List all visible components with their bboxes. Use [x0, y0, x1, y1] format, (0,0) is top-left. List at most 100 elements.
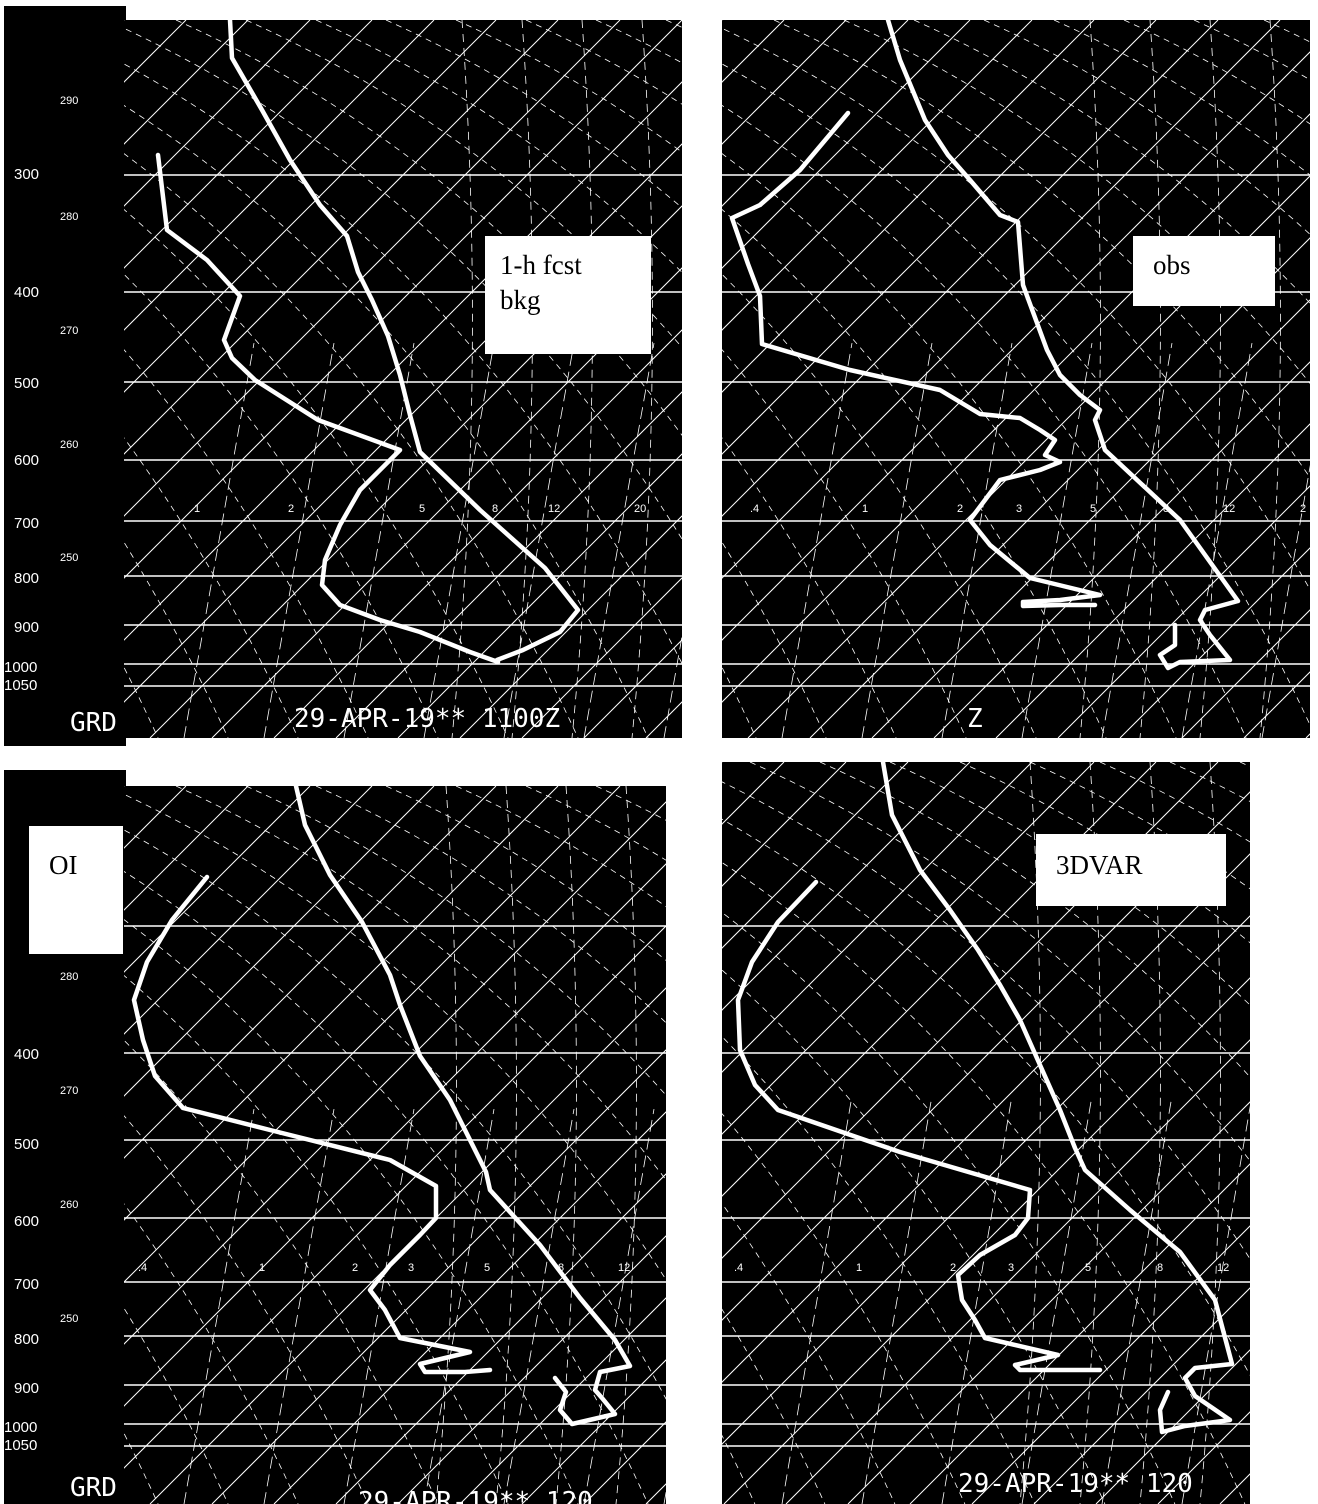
dry-adiabat [124, 273, 439, 738]
isotherm [124, 143, 682, 703]
valid-time: 29-APR-19** 120 [358, 1487, 593, 1504]
isotherm [273, 1111, 666, 1504]
plot-background [124, 786, 666, 1504]
isotherm [521, 577, 682, 738]
dry-adiabat [722, 273, 1037, 738]
temperature-profile [880, 762, 1235, 1435]
isotherm [722, 762, 1033, 1073]
isotherm [722, 20, 1281, 579]
panel-label-line: bkg [500, 285, 541, 315]
temperature-profile [885, 20, 1241, 671]
dewpoint-profile [155, 152, 501, 665]
profile-layer [729, 20, 1241, 671]
isotherm [722, 762, 1095, 1135]
isotherm [1057, 485, 1310, 738]
theta-label: 270 [60, 325, 78, 337]
isotherm [722, 762, 1157, 1197]
dry-adiabat [1029, 762, 1250, 890]
mixing-ratio-labels: .4 1 2 3 5 8 12 [734, 1262, 1229, 1274]
isotherm [722, 762, 971, 1011]
mixing-ratio-line [583, 1109, 655, 1504]
panel-label-line: 1-h fcst [500, 250, 582, 280]
pressure-tick: 1000 [4, 659, 37, 676]
mixing-ratio-label: 5 [1090, 503, 1096, 515]
mixing-ratio-label: .4 [138, 1262, 147, 1274]
moist-adiabat [631, 20, 653, 738]
theta-labels: 280 270 260 250 [60, 971, 78, 1325]
isotherm [124, 786, 373, 1035]
isotherm [722, 51, 1310, 641]
pressure-tick: 500 [14, 1136, 39, 1153]
pressure-tick: 700 [14, 1276, 39, 1293]
panel-obs: .4 1 2 3 5 8 12 2 Z obs [722, 20, 1310, 738]
theta-label: 290 [60, 95, 78, 107]
mixing-ratio-label: 20 [634, 503, 646, 515]
theta-label: 280 [60, 971, 78, 983]
pressure-tick: 1000 [4, 1419, 37, 1436]
axis-strip [4, 6, 126, 746]
mixing-ratio-line [861, 1095, 933, 1504]
isotherm [124, 786, 621, 1283]
mixing-ratio-line [503, 343, 575, 738]
dry-adiabat [124, 209, 509, 738]
theta-label: 250 [60, 1313, 78, 1325]
dry-adiabat [819, 762, 1250, 1078]
mixing-ratio-line [263, 1109, 335, 1504]
dry-adiabat [124, 437, 299, 738]
profile-layer [131, 786, 633, 1427]
mixing-ratio-line [343, 1109, 415, 1504]
theta-label: 280 [60, 211, 78, 223]
dry-adiabat [722, 541, 827, 738]
isotherm [124, 20, 249, 145]
dry-adiabat [124, 919, 579, 1504]
isotherm [124, 863, 666, 1407]
isotherm [785, 1039, 1250, 1504]
plot-background [722, 20, 1310, 738]
dry-adiabat [722, 349, 967, 738]
pressure-tick: 1050 [4, 1437, 37, 1454]
dewpoint-profile [735, 879, 1103, 1373]
mixing-ratio-label: 2 [352, 1262, 358, 1274]
dry-adiabat [913, 20, 1310, 304]
pressure-tick: 800 [14, 570, 39, 587]
mixing-ratio-line [583, 343, 655, 738]
dry-adiabat [722, 437, 897, 738]
mixing-ratio-line [781, 1095, 853, 1504]
panel-label-line: 3DVAR [1056, 850, 1143, 880]
mixing-ratio-labels: .4 1 2 3 5 8 12 2 [750, 503, 1306, 515]
mixing-ratio-line [1021, 343, 1093, 738]
mixing-ratio-label: 1 [862, 503, 868, 515]
dry-adiabat [124, 1115, 369, 1504]
isotherm [124, 20, 373, 269]
mixing-ratio-line [861, 343, 933, 738]
mixing-ratio-label: 1 [259, 1262, 265, 1274]
isotherm [211, 1049, 666, 1504]
valid-time: Z [967, 704, 983, 734]
mixing-ratio-label: 2 [1300, 503, 1306, 515]
isotherm [521, 1359, 666, 1504]
isotherm [124, 786, 249, 911]
moist-adiabat [435, 786, 457, 1504]
isotherm [871, 299, 1310, 738]
dry-adiabat [1239, 762, 1250, 768]
isotherm [809, 237, 1310, 738]
dry-adiabat [124, 871, 649, 1504]
isotherm [909, 1163, 1250, 1504]
mixing-ratio-line [183, 1109, 255, 1504]
isotherm [273, 329, 682, 738]
pressure-tick-labels: 400 500 600 700 800 900 1000 1050 [4, 1046, 39, 1454]
isotherm [722, 762, 909, 949]
mixing-ratio-line [343, 343, 415, 738]
profile-layer [155, 20, 581, 665]
mixing-ratio-labels: .4 1 2 3 5 8 12 [138, 1262, 630, 1274]
pressure-tick: 900 [14, 619, 39, 636]
isotherm [747, 175, 1310, 738]
dry-adiabat [124, 793, 666, 1281]
mixing-ratio-line [781, 343, 853, 738]
theta-label: 260 [60, 1199, 78, 1211]
isotherm [124, 786, 497, 1159]
panel-label-box [1036, 834, 1226, 906]
mixing-ratio-label: 5 [1085, 1262, 1091, 1274]
panel-1hfcst: 300 400 500 600 700 800 900 1000 1050 29… [4, 6, 682, 746]
